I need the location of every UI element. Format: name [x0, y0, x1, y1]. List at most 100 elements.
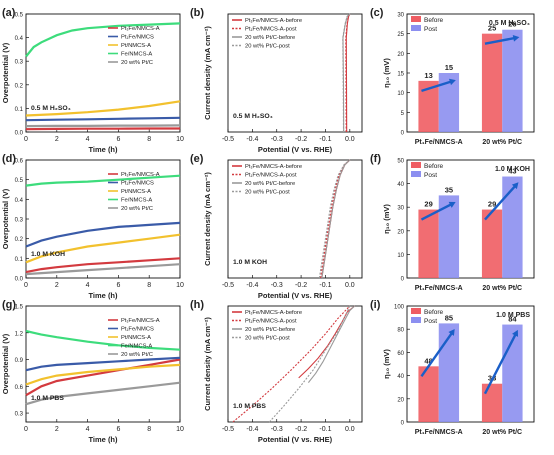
- y-axis-title-h: Current density (mA cm⁻²): [203, 317, 212, 411]
- panel-label-g: (g): [2, 299, 16, 311]
- series-line-a-3: [25, 22, 181, 58]
- legend-swatch-f: [411, 171, 421, 177]
- panel-label-b: (b): [190, 7, 204, 19]
- legend-swatch-c: [411, 25, 421, 31]
- legend-label-e: Pt₁Fe/NMCS-A-before: [245, 164, 302, 170]
- bar-value-label-f: 43: [508, 167, 516, 176]
- condition-annotation-e: 1.0 M KOH: [233, 259, 267, 266]
- x-tick-label-b: -0.5: [222, 136, 234, 143]
- x-axis-title-a: Time (h): [88, 145, 118, 154]
- legend-label-b: 20 wt% Pt/C-before: [245, 35, 295, 41]
- y-tick-label-d: 0.4: [15, 198, 24, 204]
- x-tick-label-b: -0.4: [246, 136, 258, 143]
- bar-i-before: [418, 366, 439, 422]
- plot-frame-e: [227, 159, 363, 279]
- bar-c-before: [418, 80, 439, 132]
- panel-label-h: (h): [190, 299, 204, 311]
- y-tick-label-d: 0.3: [15, 218, 24, 224]
- series-line-b-0: [345, 13, 351, 133]
- trend-arrowhead-c: [448, 78, 456, 86]
- bar-value-label-c: 13: [424, 71, 432, 80]
- x-tick-label-d: 4: [86, 282, 90, 289]
- bar-f-before: [418, 209, 439, 278]
- y-tick-label-i: 80: [397, 328, 404, 334]
- category-label-c: Pt₁Fe/NMCS-A: [415, 139, 463, 146]
- category-label-i: 20 wt% Pt/C: [482, 429, 522, 436]
- legend-label-c: Post: [424, 26, 437, 33]
- series-line-a-1: [25, 116, 181, 122]
- y-tick-label-f: 30: [397, 206, 404, 212]
- y-tick-label-d: 0.5: [15, 178, 24, 184]
- bar-value-label-c: 25: [488, 24, 496, 33]
- y-tick-label-i: 100: [394, 305, 405, 311]
- y-axis-title-a: Overpotential (V): [1, 42, 10, 103]
- panel-b: -0.5 -0.4 -0.3 -0.2 -0.1 0.0 Potential (V vs. …: [203, 13, 363, 154]
- series-line-g-1: [25, 356, 181, 372]
- plot-frame-b: [227, 13, 363, 133]
- y-tick-label-g: 0.3: [15, 412, 24, 418]
- panel-c: 0 5 10 15 20 25 30 η₁₀ (mV) Pt₁Fe/NMCS-A 13 15 20 w…: [382, 13, 535, 146]
- x-tick-label-g: 6: [116, 426, 120, 433]
- y-tick-label-a: 0.3: [15, 60, 24, 66]
- series-line-d-2: [25, 233, 181, 264]
- legend-label-d: 20 wt% Pt/C: [121, 206, 153, 212]
- y-axis-title-i: η₁₀ (mV): [382, 349, 391, 379]
- condition-annotation-h: 1.0 M PBS: [233, 403, 266, 410]
- x-tick-label-e: -0.2: [295, 282, 307, 289]
- series-line-h-3: [268, 305, 351, 423]
- legend-label-e: Pt₁Fe/NMCS-A-post: [245, 173, 297, 179]
- legend-label-f: Post: [424, 172, 437, 179]
- series-line-h-1: [232, 305, 351, 423]
- bar-f-before: [481, 209, 503, 278]
- y-axis-title-c: η₁₀ (mV): [382, 58, 391, 88]
- y-tick-label-i: 20: [397, 397, 404, 403]
- legend-label-e: 20 wt% Pt/C-before: [245, 181, 295, 187]
- x-axis-title-g: Time (h): [88, 435, 118, 444]
- panel-label-c: (c): [370, 7, 384, 19]
- condition-annotation-c: 0.5 M H₂SO₄: [489, 20, 530, 27]
- trend-arrow-f: [484, 183, 518, 221]
- y-tick-label-d: 0.6: [15, 159, 24, 165]
- x-tick-label-b: -0.3: [271, 136, 283, 143]
- bar-value-label-f: 29: [424, 200, 432, 209]
- y-tick-label-a: 0.1: [15, 107, 24, 113]
- legend-label-h: Pt₁Fe/NMCS-A-before: [245, 310, 302, 316]
- category-label-f: 20 wt% Pt/C: [482, 285, 522, 292]
- x-tick-label-d: 2: [55, 282, 59, 289]
- legend-label-i: Post: [424, 318, 437, 325]
- series-line-e-1: [320, 159, 351, 279]
- x-tick-label-h: -0.3: [271, 426, 283, 433]
- x-tick-label-a: 10: [176, 136, 184, 143]
- series-line-d-3: [25, 174, 181, 187]
- x-tick-label-g: 4: [86, 426, 90, 433]
- bar-value-label-i: 48: [424, 356, 432, 365]
- x-tick-label-h: 0.0: [345, 426, 355, 433]
- condition-annotation-f: 1.0 M KOH: [495, 166, 530, 173]
- x-tick-label-g: 8: [147, 426, 151, 433]
- bar-c-post: [502, 29, 523, 132]
- bar-value-label-c: 26: [508, 20, 516, 29]
- x-tick-label-g: 2: [55, 426, 59, 433]
- legend-label-h: 20 wt% Pt/C-post: [245, 336, 290, 342]
- trend-arrowhead-c: [512, 35, 520, 42]
- condition-annotation-g: 1.0 M PBS: [31, 395, 64, 402]
- x-tick-label-a: 0: [24, 136, 28, 143]
- series-line-a-2: [25, 100, 181, 117]
- legend-label-g: Fe/NMCS-A: [121, 344, 152, 350]
- x-tick-label-h: -0.4: [246, 426, 258, 433]
- series-line-d-4: [25, 263, 181, 276]
- category-label-c: 20 wt% Pt/C: [482, 139, 522, 146]
- legend-label-b: Pt₁Fe/NMCS-A-before: [245, 18, 302, 24]
- trend-arrowhead-f: [448, 201, 456, 208]
- y-tick-label-a: 0.0: [15, 131, 24, 137]
- x-tick-label-a: 6: [116, 136, 120, 143]
- series-line-e-2: [321, 159, 351, 279]
- bar-value-label-c: 15: [445, 63, 453, 72]
- trend-arrow-i: [483, 332, 518, 395]
- y-tick-label-g: 0.6: [15, 385, 24, 391]
- legend-swatch-f: [411, 162, 421, 168]
- bar-f-post: [438, 195, 460, 278]
- y-tick-label-i: 60: [397, 351, 404, 357]
- bar-value-label-i: 84: [508, 315, 517, 324]
- y-tick-label-c: 10: [397, 91, 404, 97]
